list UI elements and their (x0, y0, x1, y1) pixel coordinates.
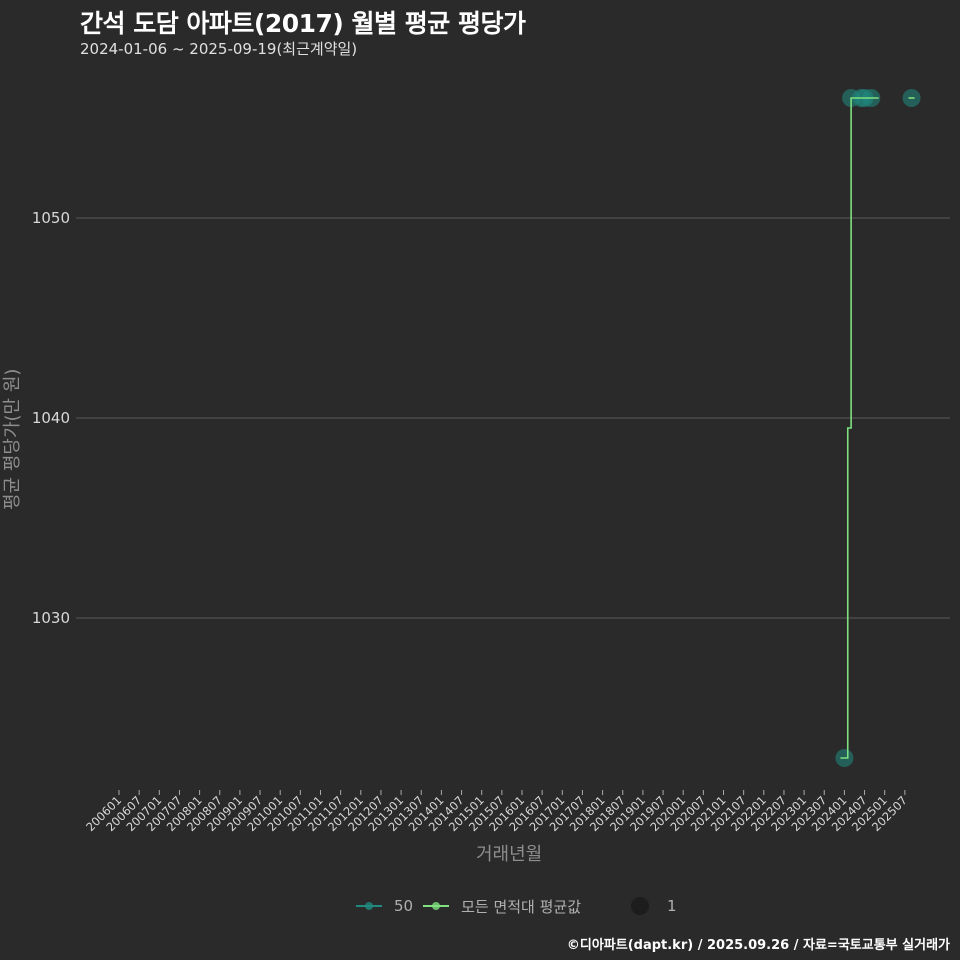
y-tick-label: 1040 (32, 409, 70, 427)
legend-swatch-50-icon (356, 902, 382, 910)
legend: 50 모든 면적대 평균값 1 (356, 894, 677, 918)
chart-title: 간석 도담 아파트(2017) 월별 평균 평당가 (80, 9, 526, 38)
average-step-line (840, 97, 879, 759)
legend-size-label: 1 (667, 897, 677, 915)
legend-item-50: 50 (356, 897, 413, 915)
legend-item-all-average: 모든 면적대 평균값 (423, 896, 581, 917)
y-tick-label: 1050 (32, 209, 70, 227)
legend-swatch-all-icon (423, 902, 450, 910)
credit-text: ©디아파트(dapt.kr) / 2025.09.26 / 자료=국토교통부 실… (566, 938, 950, 953)
y-tick-label: 1030 (32, 609, 70, 627)
x-axis-label: 거래년월 (476, 844, 543, 865)
legend-size-dot-icon (631, 897, 650, 915)
chart-subtitle: 2024-01-06 ~ 2025-09-19(최근계약일) (80, 40, 358, 58)
